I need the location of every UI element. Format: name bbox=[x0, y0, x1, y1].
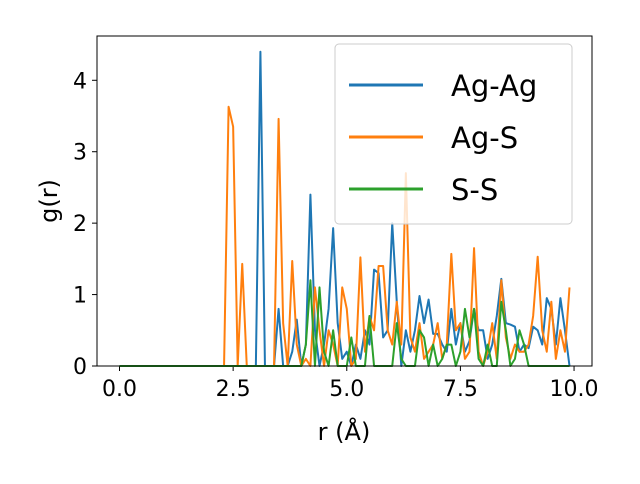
legend-label: S-S bbox=[451, 173, 498, 207]
legend-label: Ag-S bbox=[451, 121, 518, 155]
x-tick-label: 5.0 bbox=[329, 377, 364, 402]
x-tick-label: 0.0 bbox=[102, 377, 137, 402]
y-tick-label: 4 bbox=[73, 69, 87, 94]
y-axis-label: g(r) bbox=[35, 179, 63, 223]
x-tick-label: 10.0 bbox=[550, 377, 599, 402]
x-tick-label: 2.5 bbox=[216, 377, 251, 402]
y-tick-label: 2 bbox=[73, 212, 87, 237]
y-tick-label: 3 bbox=[73, 141, 87, 166]
legend-box bbox=[334, 43, 573, 225]
y-tick-label: 1 bbox=[73, 284, 87, 309]
y-tick-label: 0 bbox=[73, 355, 87, 380]
legend-label: Ag-Ag bbox=[451, 69, 537, 103]
x-axis-label: r (Å) bbox=[318, 417, 371, 446]
x-tick-label: 7.5 bbox=[443, 377, 478, 402]
axes-frame bbox=[96, 35, 593, 367]
